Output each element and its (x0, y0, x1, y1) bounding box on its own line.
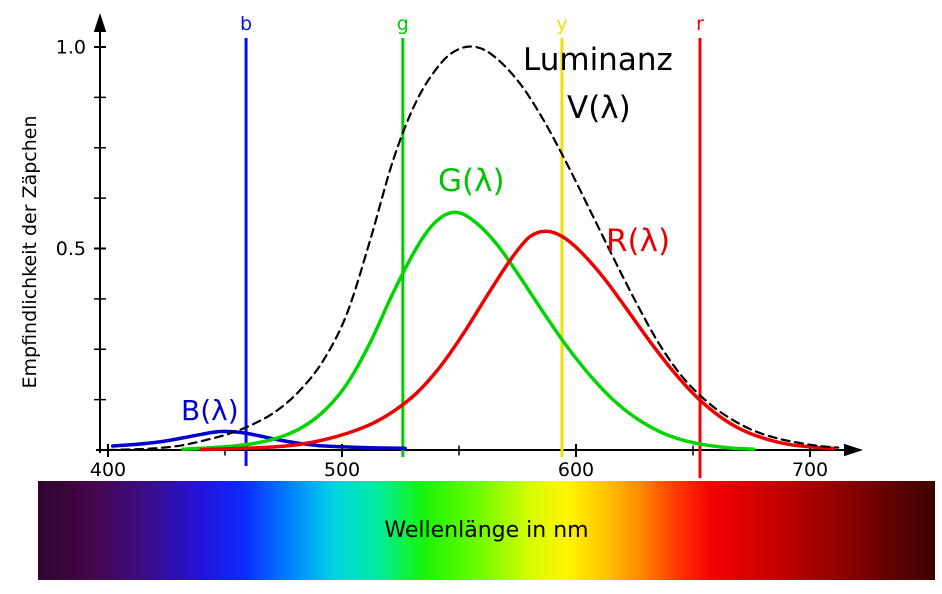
chart-plot-area: 400 500 600 700 0.5 1.0 b g y r (56, 13, 863, 480)
curve-G (181, 210, 756, 451)
curve-B (110, 429, 407, 451)
luminance-curve-label: Luminanz (523, 42, 673, 78)
x-axis-arrow (844, 443, 863, 457)
b-curve-label: B(λ) (181, 394, 239, 427)
y-axis-title: Empfindlichkeit der Zäpchen (19, 115, 41, 389)
wavelength-spectrum-bar: Wellenlänge in nm (38, 481, 935, 580)
x-tick-label-400: 400 (90, 459, 126, 480)
x-axis-title: Wellenlänge in nm (384, 518, 589, 543)
x-tick-label-500: 500 (324, 459, 360, 480)
r-curve-label: R(λ) (606, 223, 671, 259)
y-tick-label-0.5: 0.5 (56, 238, 86, 260)
y-tick-label-1: 1.0 (56, 37, 86, 59)
x-tick-label-700: 700 (792, 459, 828, 480)
x-tick-label-600: 600 (558, 459, 594, 480)
primary-line-label-y: y (556, 13, 567, 35)
primary-line-label-r: r (696, 13, 704, 35)
curve-R (199, 229, 836, 452)
primary-line-label-g: g (397, 13, 409, 35)
curve-V (106, 45, 840, 452)
g-curve-label: G(λ) (438, 163, 505, 199)
y-axis-arrow (93, 13, 107, 32)
primary-line-label-b: b (240, 13, 252, 35)
v-lambda-label: V(λ) (567, 90, 631, 126)
